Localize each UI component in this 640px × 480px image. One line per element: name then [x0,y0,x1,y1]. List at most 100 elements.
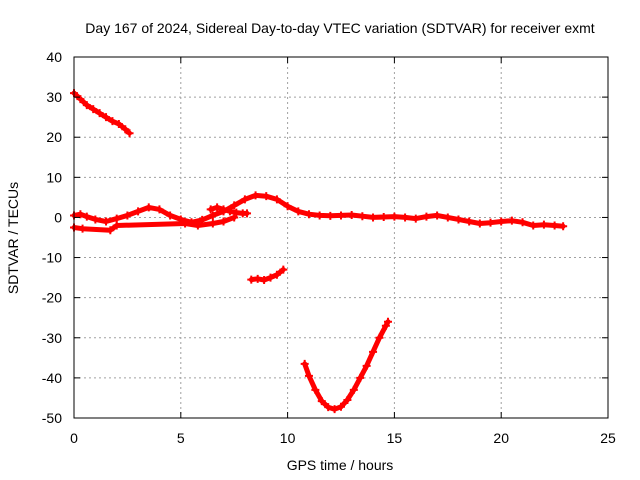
data-point [507,216,516,225]
data-point [230,213,239,222]
data-point [330,405,339,414]
series-segment-short-b [247,265,288,285]
data-point [112,214,121,223]
data-point [337,211,345,220]
data-series [70,89,568,414]
data-point [82,212,91,221]
data-point [108,117,117,126]
data-point [559,222,568,231]
data-point [106,226,115,235]
data-point [266,273,275,282]
series-line [71,90,132,136]
x-tick-label: 10 [280,430,296,446]
x-axis-label: GPS time / hours [287,457,394,473]
data-point [304,210,313,219]
y-tick-label: -30 [42,330,62,346]
data-point [304,371,313,380]
data-point [166,211,175,220]
data-point [253,274,262,283]
y-tick-label: 40 [46,49,62,65]
data-point [260,276,269,285]
data-point [272,270,281,279]
x-tick-label: 25 [600,430,616,446]
data-point [401,213,410,222]
data-point [225,207,234,216]
data-point [123,211,132,220]
x-tick-label: 5 [177,430,185,446]
series-segment-dip [300,317,392,414]
data-point [443,213,452,222]
y-tick-label: -50 [42,410,62,426]
data-point [379,213,388,222]
data-point [324,403,333,412]
data-point [381,321,390,330]
data-point [219,205,228,214]
plot-frame [73,56,609,419]
y-tick-label: 0 [54,209,62,225]
x-tick-label: 20 [493,430,509,446]
data-point [102,113,111,122]
axis-ticks: 0 5 10 15 20 25 -50 -40 -30 -20 -10 0 10 20 30 40 [42,49,616,446]
data-point [362,361,371,370]
data-point [243,209,252,218]
data-point [102,217,111,226]
data-point [279,265,288,274]
data-point [349,385,358,394]
data-point [475,219,484,228]
data-point [369,213,378,222]
y-tick-label: -20 [42,290,62,306]
data-point [337,402,345,411]
data-point [433,211,442,220]
data-point [326,211,335,220]
data-point [356,373,365,382]
series-segment-early-high [70,89,134,138]
data-point [383,317,392,326]
data-point [181,219,190,228]
y-tick-label: -10 [42,250,62,266]
data-point [317,397,326,406]
data-point [134,207,143,216]
series-segment-offset-low [70,213,239,235]
y-tick-label: 20 [46,129,62,145]
data-point [454,215,463,224]
data-point [251,191,260,200]
data-point [155,205,164,214]
data-point [422,212,431,221]
data-point [358,212,367,221]
data-point [315,211,324,220]
data-point [497,217,506,226]
data-point [283,202,292,211]
data-point [95,109,104,118]
data-point [272,195,281,204]
data-point [213,203,222,212]
y-tick-label: 30 [46,89,62,105]
data-point [91,215,100,224]
data-point [411,214,420,223]
series-segment-short-a [206,203,252,218]
data-point [300,359,309,368]
data-point [369,347,378,356]
data-point [114,119,123,128]
data-point [76,210,85,219]
data-point [125,129,134,138]
y-tick-label: 10 [46,169,62,185]
data-point [230,201,239,210]
data-point [529,221,538,230]
data-point [262,192,271,201]
data-point [465,217,474,226]
data-point [311,385,320,394]
y-tick-label: -40 [42,370,62,386]
data-point [76,95,85,104]
data-point [208,211,217,220]
data-point [193,221,202,230]
data-point [486,218,495,227]
data-point [121,125,130,134]
data-point [390,212,399,221]
data-point [208,219,217,228]
data-point [206,205,215,214]
x-tick-label: 15 [387,430,403,446]
data-point [219,217,228,226]
data-point [112,221,121,230]
